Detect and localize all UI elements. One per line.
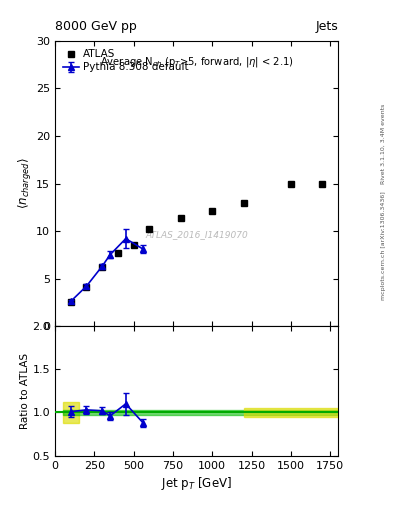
ATLAS — [131, 242, 136, 248]
Y-axis label: $\langle n_{charged} \rangle$: $\langle n_{charged} \rangle$ — [16, 158, 33, 209]
Bar — [63, 402, 79, 423]
Line: ATLAS: ATLAS — [67, 180, 326, 306]
ATLAS — [84, 284, 89, 290]
Text: ATLAS_2016_I1419070: ATLAS_2016_I1419070 — [145, 230, 248, 239]
Y-axis label: Ratio to ATLAS: Ratio to ATLAS — [20, 353, 29, 429]
Text: Average N$_{ch}$ (p$_{T}$>5, forward, |$\eta$| < 2.1): Average N$_{ch}$ (p$_{T}$>5, forward, |$… — [99, 55, 294, 69]
Bar — [63, 410, 338, 415]
Bar — [244, 408, 338, 417]
ATLAS — [241, 200, 246, 206]
ATLAS — [288, 180, 293, 186]
ATLAS — [116, 250, 120, 256]
ATLAS — [147, 226, 152, 232]
ATLAS — [210, 208, 215, 214]
Text: mcplots.cern.ch [arXiv:1306.3436]: mcplots.cern.ch [arXiv:1306.3436] — [381, 191, 386, 300]
X-axis label: Jet p$_{T}$ [GeV]: Jet p$_{T}$ [GeV] — [161, 475, 232, 492]
Text: Rivet 3.1.10, 3.4M events: Rivet 3.1.10, 3.4M events — [381, 103, 386, 183]
ATLAS — [68, 299, 73, 305]
ATLAS — [320, 180, 325, 186]
Legend: ATLAS, Pythia 8.308 default: ATLAS, Pythia 8.308 default — [60, 46, 192, 76]
Text: 8000 GeV pp: 8000 GeV pp — [55, 20, 137, 33]
ATLAS — [178, 215, 183, 221]
Text: Jets: Jets — [315, 20, 338, 33]
ATLAS — [100, 264, 105, 270]
